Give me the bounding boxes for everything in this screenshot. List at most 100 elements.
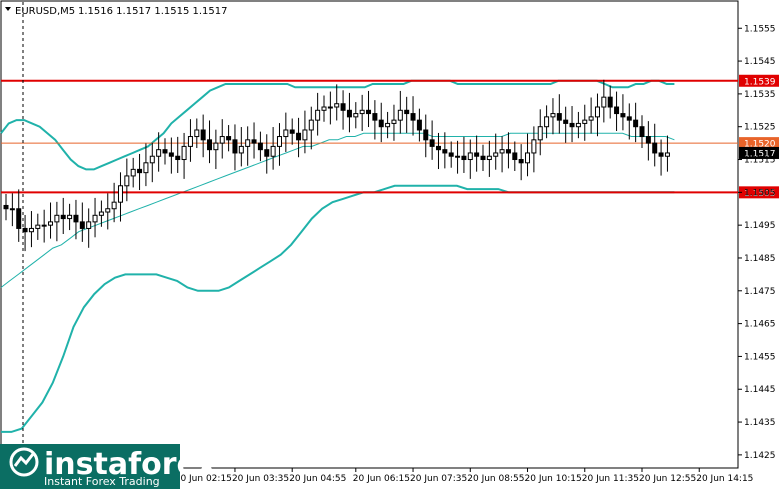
candle xyxy=(9,193,15,227)
candle xyxy=(232,124,238,171)
candles xyxy=(3,79,670,252)
candle xyxy=(168,137,174,174)
candle xyxy=(54,201,60,242)
candle xyxy=(187,119,193,162)
candle xyxy=(137,153,143,191)
candle xyxy=(207,120,213,164)
candle xyxy=(505,132,511,169)
candle xyxy=(429,120,435,160)
level-price-tag xyxy=(739,74,779,87)
price-axis: 1.1555 1.1545 1.1535 1.1525 1.1515 1.1505 1.14… xyxy=(738,24,776,461)
dropdown-triangle-icon[interactable] xyxy=(5,7,11,11)
candle xyxy=(162,138,168,165)
candle xyxy=(493,133,499,170)
time-tick-label: 20 Jun 12:55 xyxy=(639,474,696,484)
candle xyxy=(251,122,257,159)
candle xyxy=(480,144,486,172)
candle xyxy=(397,90,403,134)
candle xyxy=(3,193,9,221)
candle xyxy=(28,211,34,248)
candle xyxy=(98,200,104,227)
time-tick-label: 20 Jun 02:15 xyxy=(175,474,232,484)
candle xyxy=(73,199,79,240)
price-tick-label: 1.1555 xyxy=(744,24,776,34)
candle xyxy=(442,132,448,169)
candle xyxy=(48,202,54,239)
candle xyxy=(455,140,461,174)
plot-border xyxy=(0,0,739,469)
candle xyxy=(149,142,155,183)
bollinger-middle-line xyxy=(0,132,675,288)
candle xyxy=(346,92,352,133)
candle xyxy=(563,106,569,143)
candle xyxy=(270,127,276,170)
candle xyxy=(404,96,410,133)
price-tick-label: 1.1435 xyxy=(744,418,776,428)
candle xyxy=(550,98,556,135)
candle xyxy=(308,106,314,150)
candle xyxy=(652,123,658,167)
instaforex-logo: instaforex Instant Forex Trading xyxy=(0,444,216,489)
candle xyxy=(512,141,518,172)
candle xyxy=(321,95,327,122)
candle xyxy=(620,94,626,131)
candle xyxy=(156,132,162,172)
candle xyxy=(556,94,562,134)
candle xyxy=(340,90,346,130)
candle xyxy=(531,126,537,173)
price-tick-label: 1.1545 xyxy=(744,57,776,67)
level-price-label: 1.1520 xyxy=(744,140,776,150)
candle xyxy=(315,92,321,136)
candle xyxy=(219,119,225,159)
candle xyxy=(92,197,98,238)
logo-mark-icon xyxy=(9,447,39,477)
candle xyxy=(448,141,454,168)
price-tick-label: 1.1455 xyxy=(744,352,776,362)
time-tick-label: 20 Jun 08:55 xyxy=(467,474,524,484)
time-tick-label: 20 Jun 03:35 xyxy=(232,474,289,484)
candle xyxy=(67,203,73,231)
candle xyxy=(410,96,416,136)
candle xyxy=(537,109,543,156)
candle xyxy=(213,129,219,170)
chart-header: EURUSD,M5 1.1516 1.1517 1.1515 1.1517 xyxy=(5,6,228,17)
candle xyxy=(35,213,41,240)
logo-tagline: Instant Forex Trading xyxy=(44,475,160,488)
candle xyxy=(461,136,467,173)
price-tick-label: 1.1515 xyxy=(744,156,776,166)
candle xyxy=(658,139,664,176)
candle xyxy=(544,105,550,139)
candle xyxy=(245,126,251,166)
candle xyxy=(366,90,372,128)
current-price-tag xyxy=(739,146,779,159)
candle xyxy=(423,114,429,158)
price-tick-label: 1.1495 xyxy=(744,221,776,231)
candle xyxy=(283,112,289,152)
candle xyxy=(16,189,22,242)
price-tick-label: 1.1525 xyxy=(744,123,776,133)
ohlc-values: 1.1516 1.1517 1.1515 1.1517 xyxy=(78,6,228,17)
candle xyxy=(664,135,670,172)
candle xyxy=(175,136,181,173)
time-tick-label: 20 Jun 11:35 xyxy=(582,474,639,484)
candle xyxy=(525,133,531,177)
level-price-label: 1.1505 xyxy=(744,189,776,199)
time-tick-label: 20 Jun 10:15 xyxy=(525,474,582,484)
time-tick-label: 20 Jun 06:15 xyxy=(353,474,410,484)
candle xyxy=(353,102,359,129)
time-tick-label: 20 Jun 14:15 xyxy=(696,474,753,484)
level-price-tag xyxy=(739,137,779,150)
candle xyxy=(359,94,365,131)
symbol-label: EURUSD,M5 xyxy=(15,6,75,17)
candle xyxy=(378,102,384,143)
candle xyxy=(569,106,575,143)
candle xyxy=(391,104,397,141)
candle xyxy=(105,193,111,230)
candle xyxy=(276,123,282,166)
price-tick-label: 1.1485 xyxy=(744,254,776,264)
candle xyxy=(518,144,524,181)
logo-name: instaforex xyxy=(44,447,216,482)
candle xyxy=(614,91,620,131)
candle xyxy=(111,182,117,223)
